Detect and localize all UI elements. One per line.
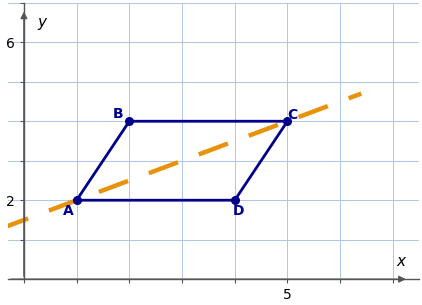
Text: D: D	[233, 204, 245, 218]
Text: x: x	[396, 254, 405, 269]
Text: B: B	[112, 107, 123, 121]
Text: C: C	[288, 108, 298, 122]
Text: y: y	[37, 15, 46, 30]
Text: A: A	[63, 204, 74, 218]
